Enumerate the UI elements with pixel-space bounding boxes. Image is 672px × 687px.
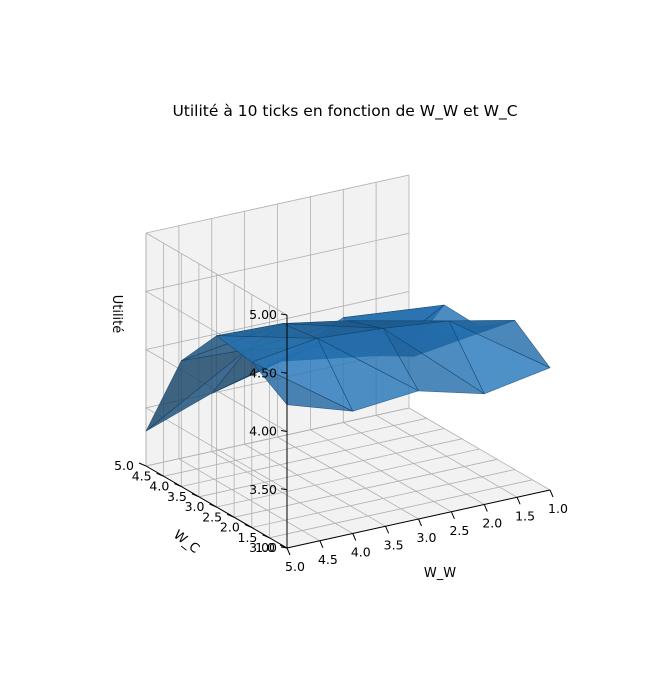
x-tick-mark xyxy=(483,504,488,512)
grid-line-z-back xyxy=(145,174,410,234)
z-tick-label: 3.00 xyxy=(249,540,277,555)
grid-line-y-floor xyxy=(216,448,480,508)
y-tick-mark xyxy=(138,462,147,467)
x-tick-label: 4.5 xyxy=(318,552,338,567)
x-tick-mark xyxy=(549,489,554,498)
y-tick-label: 2.5 xyxy=(202,509,222,524)
x-tick-mark xyxy=(352,533,357,541)
grid-line-y-floor xyxy=(181,428,445,487)
x-tick-label: 1.0 xyxy=(548,501,568,516)
grid-line-y-floor xyxy=(234,458,498,518)
y-tick-label: 1.5 xyxy=(238,530,258,545)
grid-line-y-floor xyxy=(251,469,515,528)
y-tick-label: 3.0 xyxy=(185,499,205,514)
axis-lines xyxy=(138,313,554,556)
y-tick-mark xyxy=(226,513,235,518)
z-tick-mark xyxy=(280,313,288,316)
y-tick-label: 2.0 xyxy=(220,520,240,535)
y-tick-label: 3.5 xyxy=(167,489,187,504)
x-tick-mark xyxy=(286,547,291,556)
y-tick-mark xyxy=(244,524,252,528)
x-tick-mark xyxy=(418,518,422,527)
y-tick-mark xyxy=(209,503,217,508)
y-tick-mark xyxy=(156,472,164,477)
x-tick-mark xyxy=(450,511,455,519)
z-tick-mark xyxy=(280,546,288,549)
x-tick-label: 3.0 xyxy=(417,530,437,545)
y-axis-label: W_C xyxy=(170,528,202,557)
x-tick-label: 4.0 xyxy=(351,545,371,560)
surface-mesh xyxy=(145,304,551,432)
x-tick-mark xyxy=(319,540,324,548)
x-tick-label: 2.5 xyxy=(449,523,469,538)
surface-facet xyxy=(317,337,419,412)
y-tick-mark xyxy=(262,534,270,539)
surface-facet xyxy=(448,320,551,395)
grid-line-y-floor xyxy=(198,438,462,498)
y-tick-label: 4.5 xyxy=(132,468,152,483)
x-tick-mark xyxy=(385,526,390,534)
z-tick-label: 4.00 xyxy=(249,424,277,439)
y-tick-label: 1.0 xyxy=(255,540,275,555)
x-tick-label: 1.5 xyxy=(515,508,535,523)
tick-labels: 1.01.52.02.53.03.54.04.55.01.01.52.02.53… xyxy=(114,307,568,574)
z-tick-label: 4.50 xyxy=(249,365,277,380)
y-tick-label: 5.0 xyxy=(114,458,134,473)
x-tick-mark xyxy=(516,497,521,505)
grid-line-z-back xyxy=(145,232,410,292)
grid-line-y-floor xyxy=(269,479,533,539)
surface-facet xyxy=(251,361,354,412)
y-tick-label: 4.0 xyxy=(149,479,169,494)
x-tick-label: 3.5 xyxy=(384,537,404,552)
y-tick-mark xyxy=(191,493,200,498)
x-tick-label: 2.0 xyxy=(482,516,502,531)
z-tick-mark xyxy=(280,488,288,491)
grid-line-z-back xyxy=(145,407,410,467)
y-tick-mark xyxy=(174,483,182,487)
x-tick-label: 5.0 xyxy=(285,559,305,574)
grid-line-y-floor xyxy=(163,417,427,477)
z-tick-label: 3.50 xyxy=(249,482,277,497)
grid-line-z-side xyxy=(145,407,288,491)
z-axis-label: Utilité xyxy=(109,295,124,334)
z-tick-mark xyxy=(280,371,288,374)
chart-title: Utilité à 10 ticks en fonction de W_W et… xyxy=(172,102,517,121)
grid-line-z-back xyxy=(145,291,410,350)
grid-line-z-side xyxy=(145,232,288,316)
z-tick-label: 5.00 xyxy=(249,307,277,322)
x-axis-label: W_W xyxy=(424,566,456,581)
surface-facet xyxy=(382,328,485,395)
z-tick-mark xyxy=(280,430,288,432)
